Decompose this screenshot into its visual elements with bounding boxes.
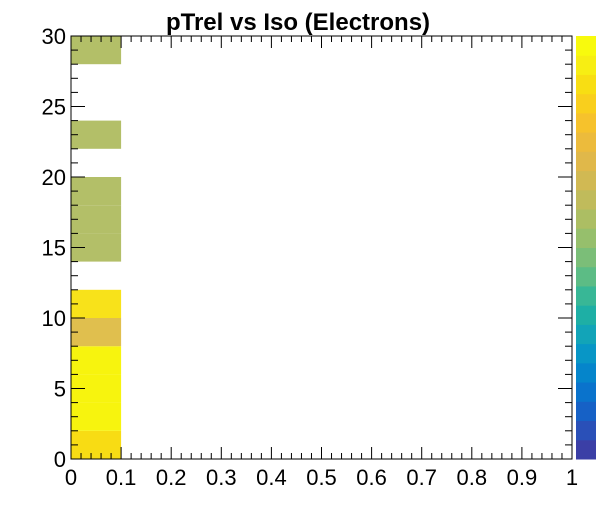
heatmap-cell <box>71 430 122 459</box>
heatmap-cell <box>71 289 122 318</box>
heatmap-cell <box>71 120 122 149</box>
plot-frame <box>70 35 573 460</box>
color-bar-segment <box>576 324 596 345</box>
color-bar-segment <box>576 247 596 268</box>
heatmap-cells <box>71 36 122 459</box>
color-bar-segment <box>576 170 596 191</box>
x-tick-label: 0.8 <box>457 465 488 490</box>
x-tick-label: 1 <box>566 465 578 490</box>
x-tick-label: 0.1 <box>106 465 137 490</box>
heatmap-cell <box>71 177 122 206</box>
x-tick-label: 0.9 <box>507 465 538 490</box>
heatmap-cell <box>71 318 122 347</box>
y-tick-label: 20 <box>42 165 66 190</box>
color-bar-segment <box>576 112 596 133</box>
color-bar-segment <box>576 420 596 441</box>
color-bar <box>576 36 596 460</box>
x-tick-label: 0.7 <box>406 465 437 490</box>
color-bar-segment <box>576 362 596 383</box>
y-axis: 0 5 10 15 20 25 30 <box>42 24 572 472</box>
color-bar-segment <box>576 439 596 460</box>
y-tick-label: 5 <box>54 377 66 402</box>
color-bar-segment <box>576 343 596 364</box>
x-tick-label: 0.4 <box>256 465 287 490</box>
color-bar-segment <box>576 74 596 95</box>
x-tick-label: 0.5 <box>306 465 337 490</box>
color-bar-segment <box>576 151 596 172</box>
y-tick-label: 15 <box>42 236 66 261</box>
color-bar-segment <box>576 266 596 287</box>
color-bar-segment <box>576 228 596 248</box>
color-bar-segment <box>576 36 596 56</box>
color-bar-segment <box>576 305 596 325</box>
color-bar-segment <box>576 189 596 210</box>
x-tick-label: 0.6 <box>356 465 387 490</box>
x-axis: 0 0.1 0.2 0.3 0.4 0.5 0.6 0.7 0.8 0.9 1 <box>65 36 578 490</box>
heatmap-cell <box>71 205 122 234</box>
y-tick-label: 30 <box>42 24 66 49</box>
color-bar-segment <box>576 55 596 75</box>
x-tick-label: 0 <box>65 465 77 490</box>
y-tick-label: 25 <box>42 95 66 120</box>
heatmap-cell <box>71 36 122 65</box>
color-bar-segment <box>576 285 596 306</box>
x-tick-label: 0.3 <box>206 465 237 490</box>
x-tick-label: 0.2 <box>156 465 187 490</box>
color-bar-segment <box>576 401 596 422</box>
y-tick-label: 0 <box>54 447 66 472</box>
color-bar-segment <box>576 209 596 229</box>
color-bar-segment <box>576 93 596 114</box>
color-bar-segment <box>576 132 596 152</box>
chart-title: pTrel vs Iso (Electrons) <box>166 9 430 36</box>
heatmap-cell <box>71 402 122 431</box>
y-tick-label: 10 <box>42 306 66 331</box>
heatmap-cell <box>71 346 122 375</box>
color-bar-segment <box>576 382 596 402</box>
